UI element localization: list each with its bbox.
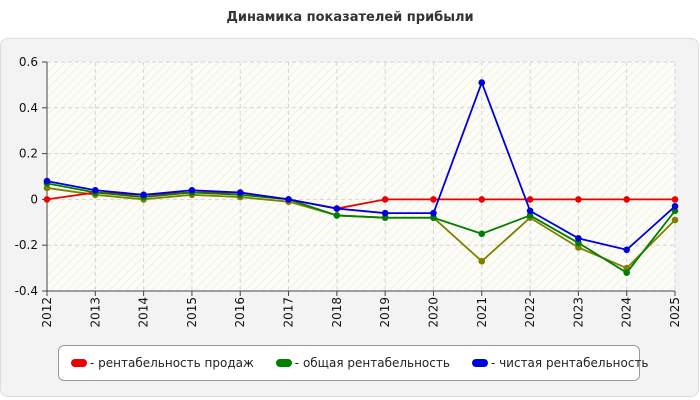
legend-swatch-sales [71,359,87,367]
data-point-2-13 [671,202,679,210]
data-point-1-10 [526,212,534,219]
x-tick-label: 2024 [620,297,634,328]
legend: - рентабельность продаж - общая рентабел… [58,345,649,381]
data-point-1-6 [333,212,341,219]
data-point-2-8 [430,209,437,217]
y-tick-label: -0.2 [15,238,38,252]
data-point-1-11 [575,239,582,247]
series-line-2 [46,81,676,251]
legend-item-sales: - рентабельность продаж [71,356,254,370]
data-point-1-13 [671,207,679,215]
y-tick-label: -0.4 [15,284,38,298]
x-tick-label: 2017 [282,297,296,328]
data-point-3-9 [478,257,486,265]
chart-title: Динамика показателей прибыли [226,10,474,25]
data-point-0-10 [526,196,534,203]
x-tick-label: 2019 [378,297,392,328]
series-layer [43,79,679,276]
legend-label-sales: - рентабельность продаж [90,356,254,370]
y-tick-label: 0.4 [19,101,38,115]
axes [42,61,676,296]
data-point-2-4 [236,189,244,196]
data-point-2-5 [285,196,292,203]
data-point-2-6 [333,205,341,212]
plot-area-hatch [47,62,675,291]
x-tick-label: 2020 [426,297,440,328]
data-point-3-11 [575,244,582,251]
data-point-2-10 [526,207,534,215]
x-tick-label: 2021 [475,297,489,328]
x-tick-label: 2014 [137,297,151,328]
data-point-0-8 [430,196,437,203]
data-point-2-2 [140,191,147,199]
data-point-0-7 [381,196,389,203]
legend-label-net: - чистая рентабельность [490,356,649,370]
legend-item-net: - чистая рентабельность [471,356,649,370]
y-tick-label: 0.2 [19,147,38,161]
data-point-2-0 [43,177,51,185]
data-point-3-13 [671,216,679,224]
series-line-1 [46,182,676,274]
data-point-1-9 [478,230,486,238]
data-point-1-8 [430,214,437,222]
data-point-0-11 [575,196,582,203]
data-point-2-9 [478,79,486,86]
data-point-0-0 [43,196,51,203]
legend-swatch-net [471,359,488,367]
x-tick-label: 2018 [330,297,344,328]
data-point-2-7 [381,209,389,217]
x-tick-label: 2025 [668,297,682,328]
y-tick-label: 0.6 [19,55,38,69]
legend-swatch-total [275,359,292,367]
data-point-0-12 [623,196,630,203]
legend-label-total: - общая рентабельность [294,356,450,370]
data-point-0-13 [671,196,679,203]
legend-item-total: - общая рентабельность [275,356,450,370]
data-point-2-11 [575,235,582,242]
data-point-1-7 [381,214,389,222]
x-tick-label: 2022 [523,297,537,328]
x-tick-label: 2015 [185,297,199,328]
tick-labels: -0.4 -0.2 0 0.2 0.4 0.6 2012 2013 2014 2015 2016 20… [15,55,682,328]
data-point-2-12 [623,246,630,254]
data-point-2-3 [188,186,196,194]
x-tick-label: 2012 [40,297,54,328]
y-tick-label: 0 [30,192,38,206]
data-point-3-0 [43,184,51,192]
data-point-2-1 [92,186,99,194]
x-tick-label: 2023 [571,297,585,328]
x-tick-label: 2016 [233,297,247,328]
data-point-1-12 [623,269,630,276]
x-tick-label: 2013 [88,297,102,328]
data-point-0-9 [478,196,486,203]
